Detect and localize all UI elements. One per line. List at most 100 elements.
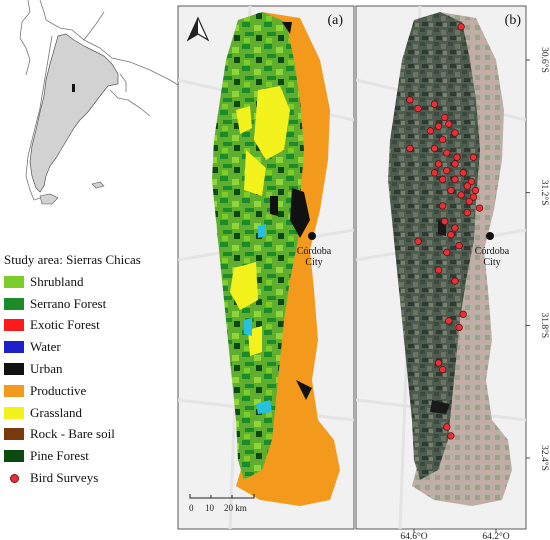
legend-swatch (4, 363, 24, 376)
bird-survey-point (443, 149, 451, 157)
scale-tick-0: 0 (189, 503, 194, 513)
urban-patch (296, 380, 312, 400)
longitude-axis: 64.6°O 64.2°O (400, 529, 510, 540)
cordoba-city-name: Córdoba (297, 246, 332, 257)
scale-tick-20km: 20 km (224, 503, 247, 513)
bird-survey-point (451, 160, 459, 168)
panel-a-land-cover-map: (a) Córdoba City 0 10 20 km (177, 5, 355, 530)
latitude-axis: 30.6°S 31.2°S 31.8°S 32.4°S (526, 47, 550, 471)
bird-survey-point (469, 193, 478, 201)
legend: Study area: Sierras Chicas Shrubland Serr… (4, 252, 176, 489)
bird-survey-point (443, 166, 451, 175)
legend-label: Pine Forest (30, 448, 89, 464)
bird-survey-point (445, 317, 453, 325)
bird-survey-point (455, 323, 463, 332)
legend-swatch (4, 428, 24, 441)
grassland-patch (244, 150, 266, 196)
bird-survey-point (439, 202, 447, 210)
water-body (258, 224, 266, 238)
legend-item-shrubland: Shrubland (4, 271, 176, 293)
bird-survey-point (459, 169, 467, 177)
bird-survey-point (453, 153, 461, 161)
bird-survey-point (447, 432, 455, 440)
legend-swatch (4, 341, 24, 354)
legend-label: Grassland (30, 404, 82, 420)
legend-item-exotic-forest: Exotic Forest (4, 315, 176, 337)
legend-swatch (4, 384, 24, 397)
bird-survey-point (439, 365, 447, 374)
bird-survey-point (434, 266, 443, 274)
bird-survey-point (414, 104, 422, 113)
bird-survey-point (463, 182, 471, 190)
bird-survey-point (463, 208, 471, 217)
bird-survey-point (426, 127, 435, 135)
legend-label: Shrubland (30, 273, 84, 289)
bird-survey-point (441, 113, 449, 122)
legend-items: Shrubland Serrano Forest Exotic Forest Wate… (4, 271, 176, 489)
bird-survey-point (471, 186, 480, 195)
bird-survey-point (465, 197, 473, 206)
legend-label: Exotic Forest (30, 317, 100, 333)
north-arrow (186, 16, 210, 42)
scale-bar: 0 10 20 km (189, 494, 255, 513)
legend-item-water: Water (4, 336, 176, 358)
legend-item-serrano-forest: Serrano Forest (4, 293, 176, 315)
chile-strip (25, 35, 53, 201)
falkland-islands (91, 181, 105, 189)
legend-label: Serrano Forest (30, 295, 107, 311)
latitude-tick-label: 31.8°S (539, 312, 550, 338)
legend-item-bird-surveys: Bird Surveys (4, 467, 176, 489)
longitude-tick-label: 64.6°O (400, 531, 427, 540)
grassland-patch (254, 86, 290, 160)
argentina-shape (29, 33, 119, 193)
bird-survey-point (430, 169, 439, 177)
bird-survey-point (443, 423, 451, 431)
legend-label: Bird Surveys (30, 470, 99, 486)
water-body (256, 400, 272, 414)
legend-swatch (4, 297, 24, 310)
cordoba-city-marker-b (486, 232, 494, 240)
bird-survey-point (439, 175, 447, 184)
latitude-tick-label: 31.2°S (539, 180, 550, 206)
water-body (244, 318, 252, 336)
urban-patch (282, 22, 292, 34)
cordoba-city-name-b: Córdoba (475, 246, 510, 257)
legend-label: Productive (30, 382, 87, 398)
south-america-inset-map (0, 0, 178, 215)
bird-survey-point (451, 224, 459, 232)
legend-label: Urban (30, 361, 63, 377)
cordoba-city-subname-b: City (483, 257, 500, 268)
panel-a-label: (a) (327, 13, 343, 28)
neighbouring-countries-outline (19, 0, 178, 117)
bird-survey-point (451, 175, 459, 184)
longitude-tick-label: 64.2°O (482, 531, 509, 540)
bird-survey-point (430, 100, 439, 108)
bird-survey-point (469, 153, 478, 161)
bird-survey-point (475, 204, 484, 212)
bird-survey-points (406, 23, 484, 440)
bird-survey-point (414, 237, 422, 245)
bird-survey-point (457, 23, 465, 31)
bird-survey-point (439, 135, 447, 144)
tierra-del-fuego (39, 193, 59, 205)
bird-survey-point (451, 277, 459, 285)
panel-b-satellite-map: (b) Córdoba City (355, 5, 527, 530)
bird-survey-point (434, 122, 443, 130)
urban-patch (270, 196, 278, 216)
legend-label: Water (30, 339, 61, 355)
scale-tick-10: 10 (205, 503, 215, 513)
grassland-patch (230, 262, 258, 310)
legend-swatch (4, 450, 24, 463)
bird-survey-point (406, 144, 414, 153)
bird-survey-point (430, 144, 439, 153)
legend-marker-bird-survey (4, 472, 24, 484)
legend-swatch (4, 275, 24, 288)
bird-survey-point (451, 129, 459, 137)
bird-survey-point (443, 248, 451, 257)
bird-survey-point (447, 186, 455, 195)
bird-survey-point (455, 242, 463, 250)
legend-title: Study area: Sierras Chicas (4, 252, 141, 267)
bird-survey-point (445, 120, 453, 128)
legend-item-productive: Productive (4, 380, 176, 402)
